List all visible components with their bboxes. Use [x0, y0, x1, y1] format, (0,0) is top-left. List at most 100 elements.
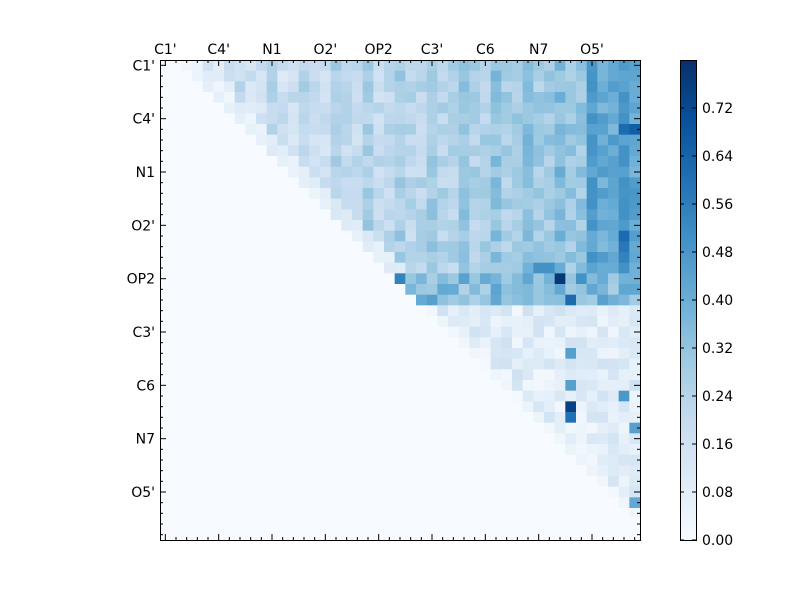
heatmap-cell	[170, 465, 182, 477]
heatmap-cell	[416, 508, 428, 520]
heatmap-cell	[469, 60, 481, 72]
heatmap-cell	[448, 348, 460, 360]
heatmap-cell	[437, 390, 449, 402]
heatmap-cell	[192, 262, 204, 274]
heatmap-cell	[416, 273, 428, 285]
heatmap-cell	[192, 305, 204, 317]
heatmap-cell	[373, 198, 385, 210]
heatmap-cell	[501, 508, 513, 520]
heatmap-cell	[330, 188, 342, 200]
heatmap-cell	[554, 252, 566, 264]
heatmap-cell	[266, 294, 278, 306]
heatmap-cell	[181, 380, 193, 392]
heatmap-cell	[448, 486, 460, 498]
heatmap-cell	[341, 220, 353, 232]
heatmap-cell	[618, 188, 630, 200]
heatmap-cell	[352, 284, 364, 296]
heatmap-cell	[629, 444, 641, 456]
x-tick-label: C1'	[154, 42, 177, 58]
heatmap-cell	[266, 454, 278, 466]
heatmap-cell	[565, 412, 577, 424]
heatmap-cell	[181, 145, 193, 157]
heatmap-cell	[544, 166, 556, 178]
heatmap-cell	[266, 326, 278, 338]
heatmap-cell	[245, 220, 257, 232]
heatmap-cell	[618, 412, 630, 424]
heatmap-cell	[576, 305, 588, 317]
heatmap-cell	[522, 380, 534, 392]
heatmap-cell	[320, 134, 332, 146]
heatmap-cell	[245, 326, 257, 338]
y-tick-label: N7	[136, 432, 155, 448]
heatmap-cell	[554, 433, 566, 445]
heatmap-cell	[512, 262, 524, 274]
heatmap-cell	[213, 81, 225, 93]
heatmap-cell	[341, 337, 353, 349]
heatmap-cell	[554, 348, 566, 360]
heatmap-cell	[170, 252, 182, 264]
heatmap-cell	[266, 92, 278, 104]
heatmap-cell	[522, 188, 534, 200]
heatmap-cell	[245, 412, 257, 424]
heatmap-cell	[533, 326, 545, 338]
heatmap-cell	[544, 380, 556, 392]
heatmap-cell	[384, 390, 396, 402]
heatmap-cell	[341, 60, 353, 72]
heatmap-cell	[384, 294, 396, 306]
heatmap-cell	[362, 486, 374, 498]
heatmap-cell	[373, 486, 385, 498]
heatmap-cell	[576, 401, 588, 413]
heatmap-cell	[320, 70, 332, 82]
heatmap-cell	[384, 508, 396, 520]
heatmap-cell	[437, 476, 449, 488]
heatmap-cell	[352, 518, 364, 530]
heatmap-cell	[245, 476, 257, 488]
heatmap-cell	[437, 284, 449, 296]
heatmap-cell	[266, 305, 278, 317]
heatmap-cell	[288, 209, 300, 221]
heatmap-cell	[586, 433, 598, 445]
heatmap-cell	[501, 444, 513, 456]
heatmap-cell	[565, 273, 577, 285]
heatmap-cell	[490, 412, 502, 424]
heatmap-cell	[298, 60, 310, 72]
heatmap-cell	[277, 294, 289, 306]
heatmap-cell	[224, 113, 236, 125]
heatmap-cell	[522, 465, 534, 477]
heatmap-cell	[586, 241, 598, 253]
heatmap-cell	[565, 508, 577, 520]
heatmap-cell	[352, 476, 364, 488]
heatmap-cell	[234, 198, 246, 210]
heatmap-cell	[170, 380, 182, 392]
heatmap-cell	[565, 305, 577, 317]
heatmap-cell	[437, 198, 449, 210]
heatmap-cell	[160, 241, 172, 253]
heatmap-cell	[224, 433, 236, 445]
heatmap-cell	[458, 145, 470, 157]
heatmap-cell	[416, 188, 428, 200]
heatmap-cell	[608, 508, 620, 520]
heatmap-cell	[522, 486, 534, 498]
heatmap-cell	[181, 508, 193, 520]
heatmap-cell	[309, 294, 321, 306]
heatmap-cell	[320, 508, 332, 520]
heatmap-cell	[181, 294, 193, 306]
heatmap-cell	[181, 198, 193, 210]
heatmap-cell	[181, 209, 193, 221]
heatmap-cell	[512, 412, 524, 424]
heatmap-cell	[288, 92, 300, 104]
heatmap-cell	[533, 166, 545, 178]
heatmap-cell	[469, 92, 481, 104]
heatmap-cell	[565, 284, 577, 296]
heatmap-cell	[544, 273, 556, 285]
heatmap-cell	[352, 81, 364, 93]
heatmap-cell	[309, 358, 321, 370]
heatmap-cell	[298, 188, 310, 200]
heatmap-cell	[469, 188, 481, 200]
heatmap-cell	[170, 358, 182, 370]
heatmap-cell	[277, 70, 289, 82]
heatmap-cell	[597, 454, 609, 466]
heatmap-cell	[245, 70, 257, 82]
heatmap-cell	[544, 390, 556, 402]
